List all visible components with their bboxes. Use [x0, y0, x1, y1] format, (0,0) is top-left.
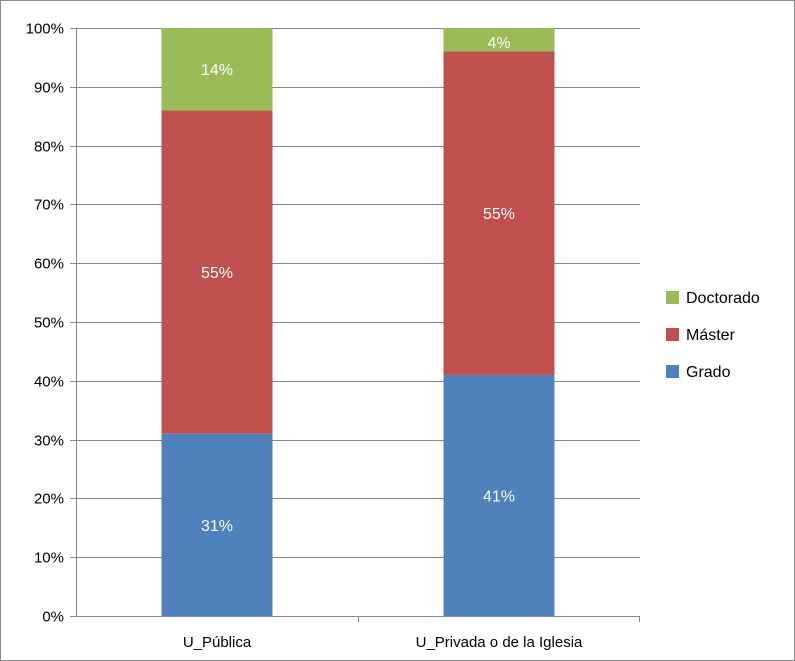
- data-label: 4%: [487, 35, 510, 52]
- bar-segment: [443, 51, 555, 375]
- y-tick-label: 60%: [34, 256, 64, 273]
- legend-swatch: [666, 291, 679, 304]
- data-labels: 31% 55% 14% 41% 55% 4%: [201, 35, 515, 535]
- y-tick-label: 80%: [34, 139, 64, 156]
- bar-segment: [161, 28, 273, 111]
- y-tick-label: 90%: [34, 80, 64, 97]
- bar-segment: [443, 374, 555, 616]
- bar-segment: [443, 28, 555, 52]
- y-tick-label: 0%: [42, 609, 64, 626]
- x-category-label: U_Privada o de la Iglesia: [416, 634, 583, 651]
- y-tick-label: 10%: [34, 550, 64, 567]
- y-tick-label: 40%: [34, 374, 64, 391]
- data-label: 55%: [201, 265, 233, 282]
- x-category-label: U_Pública: [183, 634, 252, 651]
- legend-label: Grado: [686, 364, 731, 381]
- data-label: 41%: [483, 488, 515, 505]
- data-label: 55%: [483, 206, 515, 223]
- legend-label: Doctorado: [686, 290, 760, 307]
- bar-segment: [161, 433, 273, 616]
- y-tick-label: 70%: [34, 197, 64, 214]
- legend-swatch: [666, 365, 679, 378]
- data-label: 31%: [201, 518, 233, 535]
- y-tick-label: 30%: [34, 433, 64, 450]
- legend: Doctorado Máster Grado: [666, 290, 760, 381]
- axes: 0% 10% 20% 30% 40% 50% 60% 70% 80% 90% 100% U_Públi…: [26, 21, 640, 651]
- bar-segment: [161, 110, 273, 434]
- y-tick-label: 50%: [34, 315, 64, 332]
- y-tick-label: 100%: [26, 21, 64, 38]
- legend-label: Máster: [686, 327, 736, 344]
- data-label: 14%: [201, 62, 233, 79]
- y-tick-label: 20%: [34, 491, 64, 508]
- legend-swatch: [666, 328, 679, 341]
- bars: [161, 28, 555, 616]
